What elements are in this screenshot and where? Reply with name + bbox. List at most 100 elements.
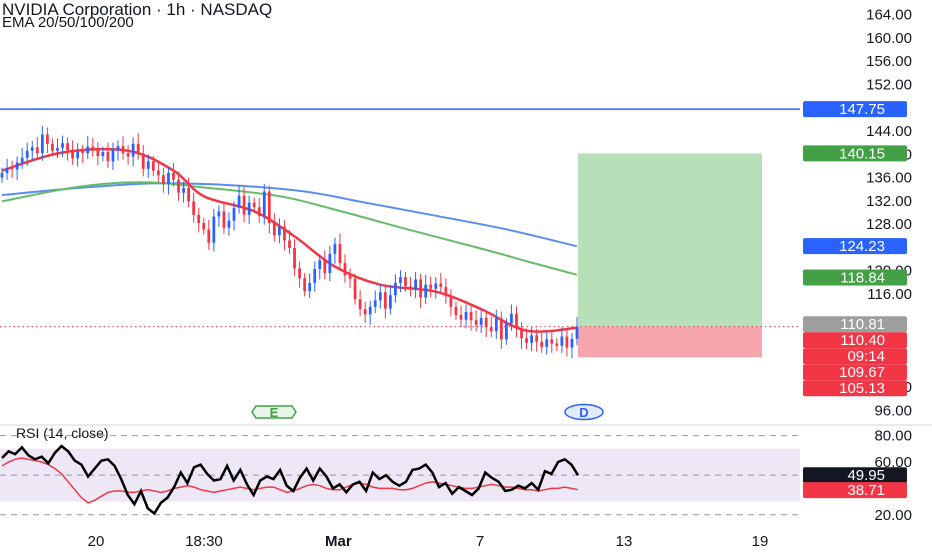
earnings-marker-shape bbox=[251, 405, 297, 419]
candle-body bbox=[40, 134, 44, 154]
price-tick-label: 136.00 bbox=[866, 170, 912, 187]
candle-body bbox=[217, 211, 221, 217]
candle-body bbox=[318, 260, 322, 269]
candle-body bbox=[323, 260, 327, 274]
price-badge bbox=[803, 348, 907, 365]
time-tick-label: 19 bbox=[752, 533, 769, 550]
rsi-badge bbox=[803, 467, 907, 484]
rsi-badge-label: 38.71 bbox=[847, 482, 885, 499]
price-badge-label: 124.23 bbox=[839, 238, 885, 255]
candle-body bbox=[429, 284, 433, 289]
candle-body bbox=[474, 320, 478, 325]
candle-body bbox=[338, 243, 342, 264]
dividend-marker[interactable]: D bbox=[564, 403, 604, 421]
candle-body bbox=[343, 263, 347, 276]
time-axis[interactable]: 20 18:30 Mar 7 13 19 bbox=[88, 533, 769, 550]
price-tick-label: 116.00 bbox=[867, 286, 912, 303]
price-tick-label: 152.00 bbox=[866, 76, 912, 93]
time-tick-label: Mar bbox=[325, 533, 352, 550]
rsi-indicator-label[interactable]: RSI (14, close) bbox=[16, 425, 109, 441]
time-tick-label: 7 bbox=[476, 533, 484, 550]
candle-body bbox=[373, 300, 377, 307]
candle-body bbox=[504, 323, 508, 340]
candle-body bbox=[272, 222, 276, 236]
candle-body bbox=[156, 170, 160, 176]
rsi-pane bbox=[0, 435, 800, 516]
candle-body bbox=[227, 220, 231, 228]
candle-body bbox=[540, 341, 544, 347]
candle-body bbox=[499, 318, 503, 340]
candle-body bbox=[0, 172, 4, 178]
candle-body bbox=[464, 312, 468, 320]
price-tick-label: 144.00 bbox=[866, 123, 912, 140]
price-badge bbox=[803, 238, 907, 255]
candle-body bbox=[303, 278, 307, 292]
ema-indicator-label[interactable]: EMA 20/50/100/200 bbox=[2, 14, 134, 31]
price-badge-label: 140.15 bbox=[839, 145, 885, 162]
candle-body bbox=[353, 278, 357, 300]
candle-body bbox=[484, 317, 488, 328]
ema100-line bbox=[1, 182, 578, 248]
position-zones bbox=[578, 153, 762, 358]
candle-body bbox=[419, 279, 423, 298]
candle-body bbox=[96, 149, 100, 157]
price-badge-label: 09:14 bbox=[847, 348, 885, 365]
candle-body bbox=[182, 188, 185, 193]
candle-body bbox=[56, 147, 59, 151]
earnings-marker[interactable]: E bbox=[251, 405, 297, 420]
candle-body bbox=[192, 201, 196, 215]
rsi-tick-label: 80.00 bbox=[874, 428, 912, 445]
horizontal-line[interactable] bbox=[0, 108, 800, 328]
price-badge bbox=[803, 364, 907, 381]
candle-body bbox=[555, 343, 559, 346]
candle-body bbox=[298, 268, 301, 279]
candle-body bbox=[51, 143, 54, 151]
candle-body bbox=[550, 339, 554, 344]
candle-body bbox=[444, 287, 448, 297]
candle-body bbox=[348, 275, 352, 279]
candle-body bbox=[520, 328, 523, 339]
candle-body bbox=[449, 296, 453, 307]
candle-body bbox=[565, 336, 569, 348]
candle-body bbox=[252, 202, 256, 208]
price-badge bbox=[803, 269, 907, 286]
candle-body bbox=[177, 179, 180, 193]
candle-body bbox=[525, 338, 528, 343]
price-badge bbox=[803, 316, 907, 333]
price-badge bbox=[803, 332, 907, 349]
candle-body bbox=[363, 309, 367, 315]
loss-zone bbox=[578, 326, 762, 358]
rsi-ma-line bbox=[1, 457, 579, 504]
time-tick-label: 18:30 bbox=[185, 533, 223, 550]
price-badge-label: 118.84 bbox=[840, 269, 885, 286]
candle-body bbox=[459, 314, 463, 320]
ema50-line bbox=[1, 181, 578, 276]
candle-body bbox=[237, 195, 241, 208]
candle-body bbox=[560, 336, 564, 346]
candle-body bbox=[404, 277, 407, 287]
price-badge-label: 147.75 bbox=[839, 101, 885, 118]
symbol-title[interactable]: NVIDIA Corporation · 1h · NASDAQ bbox=[2, 0, 273, 19]
rsi-tick-label: 60.00 bbox=[874, 454, 912, 471]
price-badge-label: 110.81 bbox=[840, 316, 885, 333]
candle-body bbox=[278, 226, 281, 236]
candle-body bbox=[207, 229, 211, 243]
candle-body bbox=[91, 146, 95, 150]
candle-body bbox=[187, 188, 191, 202]
profit-zone bbox=[578, 153, 762, 327]
price-tick-label: 96.00 bbox=[874, 402, 912, 419]
candle-body bbox=[10, 168, 14, 170]
candle-body bbox=[106, 151, 110, 162]
candle-body bbox=[394, 282, 397, 296]
candle-body bbox=[197, 214, 201, 223]
candle-body bbox=[232, 207, 236, 221]
price-axis[interactable]: 164.00160.00156.00152.00144.00140.00136.… bbox=[866, 7, 912, 524]
price-tick-label: 160.00 bbox=[866, 30, 912, 47]
candle-body bbox=[76, 151, 80, 159]
candle-body bbox=[247, 202, 251, 215]
dividend-marker-label: D bbox=[579, 405, 588, 420]
candle-body bbox=[257, 207, 261, 216]
